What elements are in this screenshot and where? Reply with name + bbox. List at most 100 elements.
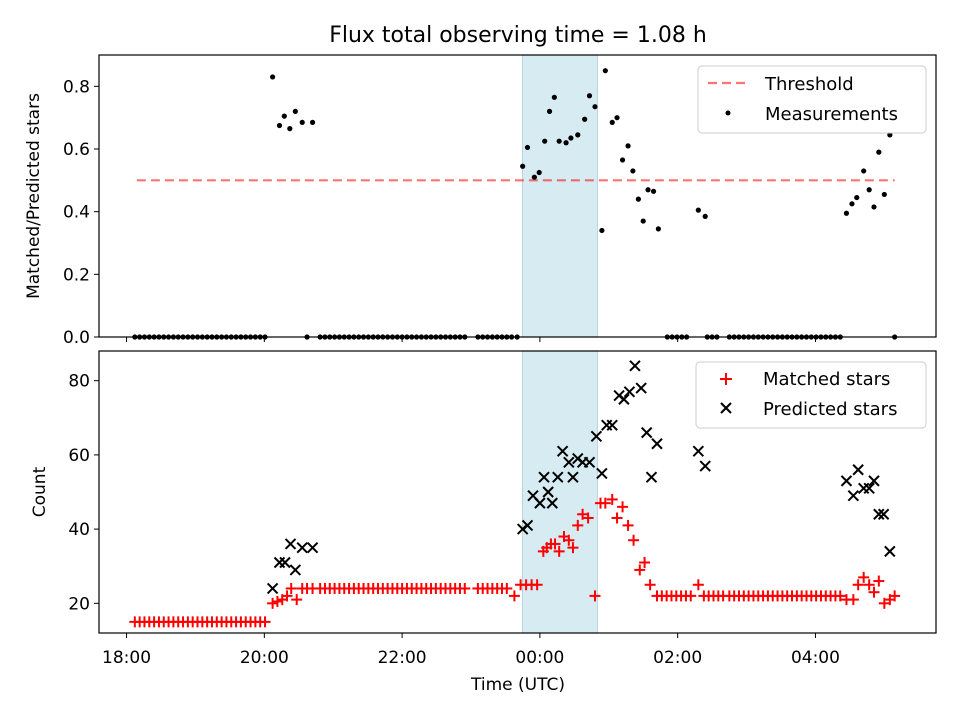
matched-star-point <box>889 590 901 602</box>
measurement-point <box>635 196 642 202</box>
measurement-point <box>586 93 593 99</box>
matched-star-point <box>628 534 640 546</box>
y-tick-label: 0.8 <box>63 77 90 97</box>
predicted-star-point <box>629 360 641 372</box>
bottom-axes-frame <box>98 350 937 634</box>
measurement-point <box>655 226 661 232</box>
predicted-star-point <box>556 445 569 457</box>
measurement-point <box>299 119 305 125</box>
predicted-star-point <box>546 497 558 509</box>
x-tick-label: 22:00 <box>378 648 427 668</box>
matched-star-point <box>567 542 579 554</box>
measurement-point <box>546 108 553 114</box>
matched-star-point <box>285 582 297 594</box>
predicted-star-point <box>289 564 302 576</box>
bottom-y-ticks: 20 40 60 80 <box>68 372 99 614</box>
measurement-point <box>536 169 542 176</box>
predicted-star-point <box>552 471 564 483</box>
predicted-star-point <box>651 438 663 450</box>
measurement-point <box>575 132 581 138</box>
predicted-star-point <box>847 490 860 502</box>
x-tick-label: 18:00 <box>102 648 151 668</box>
measurement-point <box>287 126 293 132</box>
predicted-star-point <box>542 486 554 498</box>
predicted-star-point <box>583 456 596 469</box>
measurement-point <box>854 194 860 201</box>
y-tick-label: 0.0 <box>63 328 90 348</box>
legend-matched-swatch <box>720 373 732 385</box>
x-tick-label: 04:00 <box>791 648 840 668</box>
predicted-star-point <box>273 556 286 569</box>
measurement-point <box>542 138 548 144</box>
predicted-star-point <box>840 475 853 487</box>
matched-star-point <box>589 590 601 602</box>
measurement-point <box>614 115 620 121</box>
bottom-legend: Matched stars Predicted stars <box>695 361 927 429</box>
measurement-point <box>887 132 893 138</box>
measurement-point <box>625 143 631 149</box>
measurement-point <box>866 187 872 193</box>
y-tick-label: 0.4 <box>63 203 90 223</box>
matched-star-point <box>291 594 303 606</box>
measurement-point <box>568 135 574 141</box>
y-tick-label: 0.2 <box>63 265 90 285</box>
top-y-ticks: 0.0 0.2 0.4 0.6 0.8 <box>63 77 99 348</box>
matched-star-point <box>622 519 634 531</box>
x-axis-label: Time (UTC) <box>470 675 565 695</box>
matched-star-point <box>868 586 880 598</box>
measurement-point <box>599 227 605 234</box>
matched-star-point <box>459 582 471 594</box>
matched-star-point <box>259 616 271 628</box>
measurement-point <box>650 188 657 194</box>
measurement-point <box>881 191 887 198</box>
measurement-point <box>630 168 636 174</box>
measurement-point <box>871 204 877 210</box>
y-tick-label: 20 <box>68 594 90 614</box>
bottom-x-ticks: 18:00 20:00 22:00 00:00 02:00 04:00 <box>102 633 840 668</box>
matched-star-point <box>577 508 589 520</box>
predicted-star-point <box>868 475 880 487</box>
matched-star-point <box>563 534 575 546</box>
measurement-point <box>551 94 557 100</box>
matched-star-point <box>611 512 623 524</box>
matched-star-point <box>634 564 646 576</box>
measurement-point <box>592 104 598 110</box>
top-x-ticks <box>126 337 816 342</box>
predicted-star-point <box>635 382 647 394</box>
predicted-star-point <box>877 508 890 520</box>
measurement-point <box>861 168 867 174</box>
matched-points <box>129 493 901 628</box>
predicted-star-point <box>645 471 658 483</box>
measurement-point <box>695 207 701 213</box>
predicted-star-point <box>873 508 885 520</box>
predicted-star-point <box>692 445 705 457</box>
matched-star-point <box>847 594 859 606</box>
measurement-point <box>640 218 646 224</box>
top-panel: 0.00.20.40.60.8 Matched/Predicted stars … <box>24 54 937 348</box>
matched-star-point <box>644 579 656 591</box>
measurement-point <box>281 113 287 119</box>
measurement-point <box>309 119 316 125</box>
predicted-star-point <box>601 419 613 431</box>
predicted-star-point <box>266 582 279 595</box>
matched-star-point <box>834 590 846 602</box>
predicted-star-point <box>296 541 308 554</box>
predicted-star-point <box>563 456 575 469</box>
measurement-point <box>645 187 651 193</box>
measurement-point <box>524 144 531 151</box>
matched-star-point <box>863 579 875 591</box>
predicted-star-point <box>857 482 870 494</box>
matched-star-point <box>572 519 584 531</box>
top-shaded-region <box>522 54 598 338</box>
x-tick-label: 02:00 <box>653 648 702 668</box>
measurement-point <box>531 174 537 180</box>
measurement-point <box>270 74 276 80</box>
measurement-point <box>563 140 569 146</box>
predicted-star-point <box>596 467 608 480</box>
matched-star-point <box>873 575 885 587</box>
predicted-star-point <box>606 419 618 431</box>
predicted-star-point <box>863 482 875 494</box>
predicted-points <box>266 360 896 595</box>
